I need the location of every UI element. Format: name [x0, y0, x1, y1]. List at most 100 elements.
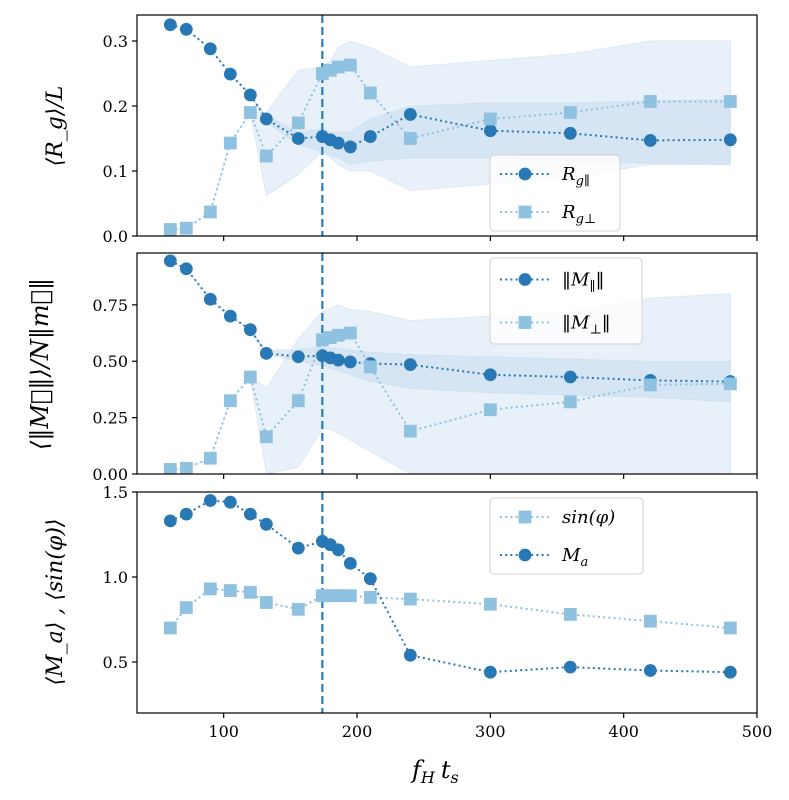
data-point — [643, 134, 657, 147]
legend-marker — [518, 316, 532, 329]
y-tick-label: 0.3 — [103, 32, 128, 51]
xlabel: fH ts — [410, 756, 459, 787]
data-point — [563, 608, 577, 621]
legend: sin(φ) Ma — [489, 497, 644, 575]
data-point — [563, 106, 577, 119]
data-point — [291, 350, 305, 364]
data-point — [179, 262, 193, 276]
plot-area — [163, 492, 737, 713]
data-point — [723, 621, 737, 635]
y-tick-label: 1.0 — [103, 568, 128, 587]
data-point — [723, 133, 737, 147]
data-point — [483, 124, 497, 138]
data-point — [331, 353, 345, 367]
data-point — [163, 463, 177, 474]
legend: ‖M∥‖ ‖M⊥‖ — [489, 257, 643, 345]
series-line — [169, 499, 731, 674]
data-point — [291, 602, 305, 616]
axes-frame — [136, 14, 758, 237]
y-tick-label: 0.1 — [103, 162, 128, 181]
data-point — [243, 370, 257, 384]
data-point — [331, 543, 345, 557]
data-point — [243, 585, 257, 599]
panel-top: 0.0 0.1 0.2 0.3 Rg∥ Rg⊥ — [103, 14, 758, 246]
data-point — [483, 597, 497, 611]
data-point — [179, 221, 193, 235]
legend-label: Rg⊥ — [561, 202, 596, 227]
data-point — [203, 582, 217, 596]
plot-area — [163, 253, 737, 474]
data-point — [403, 132, 417, 145]
legend-label: Rg∥ — [561, 164, 590, 189]
legend-marker — [518, 510, 532, 524]
data-point — [163, 254, 177, 268]
data-point — [259, 596, 273, 609]
data-point — [179, 461, 193, 474]
series-line — [169, 259, 731, 383]
data-point — [331, 136, 345, 150]
data-point — [291, 541, 305, 555]
data-point — [223, 136, 237, 150]
y-tick-label: 1.5 — [103, 483, 128, 502]
legend-box — [489, 154, 621, 232]
data-point — [291, 116, 305, 130]
data-point — [483, 368, 497, 382]
data-point — [163, 18, 177, 32]
legend-marker — [518, 205, 532, 219]
data-point — [243, 323, 257, 337]
x-tick-label: 400 — [608, 722, 639, 741]
data-point — [343, 140, 357, 154]
data-point — [291, 132, 305, 145]
data-point — [259, 112, 273, 126]
data-point — [179, 601, 193, 614]
data-point — [403, 358, 417, 372]
data-point — [643, 664, 657, 677]
data-point — [179, 507, 193, 521]
data-point — [563, 126, 577, 140]
legend-label: ‖M∥‖ — [562, 270, 604, 295]
y-tick-label: 0.0 — [103, 227, 128, 246]
data-point — [343, 326, 357, 340]
data-point — [331, 589, 345, 603]
data-point — [223, 584, 237, 597]
data-point — [163, 621, 177, 635]
legend: Rg∥ Rg⊥ — [489, 154, 621, 232]
data-point — [343, 355, 357, 369]
data-point — [223, 67, 237, 81]
panel-middle: 0.00 0.25 0.50 0.75 ‖M∥‖ ‖M⊥‖ — [92, 252, 758, 484]
data-point — [163, 223, 177, 236]
legend-label: ‖M⊥‖ — [562, 313, 611, 338]
ylabel-middle: ⟨‖M⃗‖⟩/N‖m⃗‖ — [26, 278, 55, 450]
data-point — [223, 394, 237, 408]
band-Rg — [170, 40, 731, 230]
data-point — [363, 360, 377, 374]
data-point — [363, 130, 377, 143]
y-tick-label: 0.00 — [92, 465, 128, 484]
data-point — [243, 507, 257, 521]
data-point — [403, 648, 417, 662]
data-point — [203, 494, 217, 507]
data-point — [363, 86, 377, 100]
data-point — [179, 22, 193, 36]
plot-area — [163, 15, 737, 236]
data-point — [343, 58, 357, 72]
ylabel-bottom: ⟨M_a⟩ , ⟨sin(φ)⟩ — [43, 518, 68, 685]
x-tick-label: 200 — [342, 722, 373, 741]
data-point — [259, 517, 273, 531]
data-point — [563, 660, 577, 674]
data-point — [563, 395, 577, 409]
data-point — [203, 292, 217, 306]
axes-frame — [136, 252, 758, 475]
data-point — [243, 106, 257, 119]
y-tick-label: 0.25 — [92, 409, 128, 428]
y-tick-label: 0.75 — [92, 296, 128, 315]
data-point — [483, 665, 497, 679]
data-point — [223, 495, 237, 509]
legend-label: Ma — [561, 545, 588, 570]
data-point — [483, 403, 497, 417]
data-point — [363, 591, 377, 604]
legend-marker — [518, 548, 532, 562]
data-point — [343, 589, 357, 603]
data-point — [363, 572, 377, 586]
